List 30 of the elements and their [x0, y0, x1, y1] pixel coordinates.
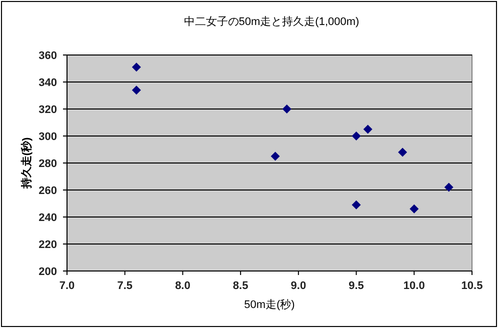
- x-tick-label: 9.5: [348, 280, 364, 292]
- y-tick-label: 260: [38, 185, 57, 197]
- point: [363, 124, 372, 134]
- x-tick-label: 7.5: [117, 280, 133, 292]
- y-tick-label: 340: [38, 77, 57, 89]
- point: [352, 200, 361, 210]
- point: [270, 152, 280, 161]
- y-tick-label: 240: [38, 212, 57, 224]
- y-tick-label: 320: [38, 104, 57, 116]
- y-tick-label: 220: [38, 239, 57, 251]
- point: [132, 86, 141, 95]
- x-tick-label: 10.0: [403, 280, 425, 292]
- y-tick-label: 300: [38, 131, 57, 143]
- x-tick-label: 8.5: [232, 280, 248, 292]
- point: [398, 148, 408, 157]
- x-tick-label: 10.5: [461, 280, 483, 292]
- y-tick-label: 280: [38, 158, 57, 170]
- x-tick-label: 7.0: [59, 280, 75, 292]
- x-tick-label: 8.0: [175, 280, 190, 292]
- chart-title: 中二女子の50m走と持久走(1,000m): [184, 15, 360, 28]
- x-axis-title: 50m走(秒): [244, 298, 295, 311]
- point: [282, 104, 292, 114]
- point: [410, 204, 419, 214]
- point: [444, 182, 454, 192]
- y-tick-label: 360: [38, 50, 57, 62]
- y-tick-label: 200: [38, 266, 57, 278]
- point: [132, 62, 141, 72]
- point: [352, 132, 361, 140]
- x-tick-label: 9.0: [290, 280, 306, 292]
- y-axis-title: 持久走(秒): [20, 137, 33, 190]
